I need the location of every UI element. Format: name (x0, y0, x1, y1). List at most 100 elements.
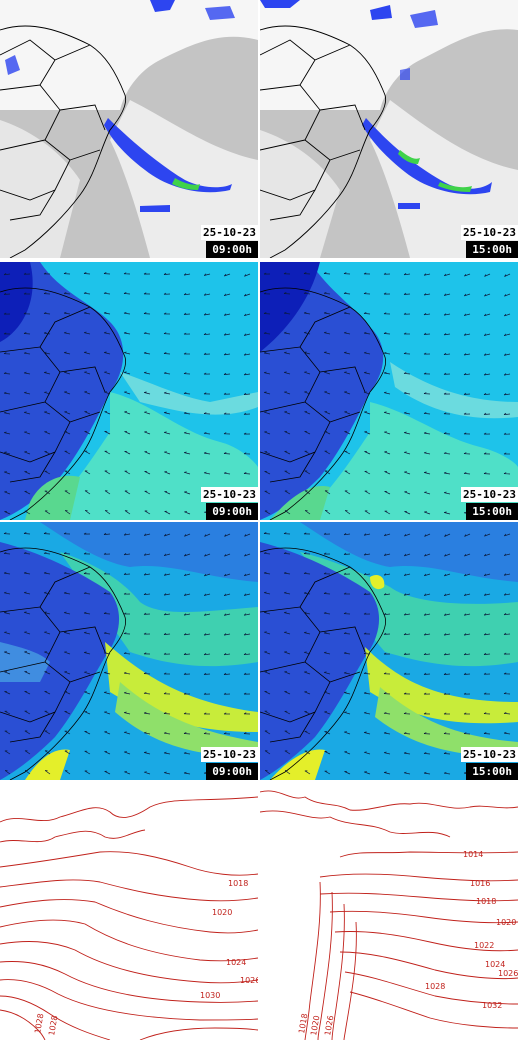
wind-upper-panel-0900: 25-10-23 09:00h (0, 522, 258, 780)
wind-arrow (24, 352, 31, 355)
wind-arrow (304, 671, 311, 675)
wind-arrow (403, 633, 411, 636)
panel-date: 25-10-23 (201, 225, 258, 240)
panel-date: 25-10-23 (461, 487, 518, 502)
wind-arrowhead (503, 652, 507, 655)
wind-arrowhead (503, 593, 507, 596)
wind-arrowhead (503, 553, 507, 556)
wind-arrow (304, 332, 311, 335)
wind-arrowhead (123, 572, 127, 575)
wind-arrowhead (203, 593, 207, 596)
wind-arrowhead (423, 412, 427, 414)
wind-arrow (424, 293, 431, 296)
wind-arrowhead (163, 751, 167, 754)
wind-arrowhead (63, 292, 67, 294)
wind-arrowhead (503, 432, 507, 435)
wind-arrowhead (503, 632, 507, 635)
wind-arrow (103, 613, 111, 615)
wind-arrow (364, 372, 371, 375)
isobar-label: 1028 (425, 982, 445, 991)
wind-arrow (24, 750, 31, 755)
wind-arrowhead (264, 411, 267, 413)
wind-arrow (23, 333, 31, 335)
wind-arrow (324, 490, 331, 495)
wind-arrow (184, 533, 191, 537)
wind-arrowhead (403, 292, 407, 295)
wind-arrow (484, 553, 491, 557)
wind-arrowhead (443, 613, 447, 616)
wind-arrow (44, 372, 51, 375)
isobar-label: 1020 (212, 908, 232, 917)
wind-arrow (384, 412, 391, 415)
wind-arrow (504, 313, 511, 317)
isobar-label: 1028 (47, 1015, 59, 1037)
wind-arrowhead (183, 672, 187, 675)
wind-arrow (124, 553, 131, 556)
wind-arrow (384, 510, 391, 515)
wind-arrow (384, 372, 391, 375)
wind-arrowhead (363, 672, 367, 674)
wind-arrow (63, 293, 71, 295)
wind-map (0, 262, 258, 520)
wind-arrowhead (403, 652, 407, 655)
wind-arrowhead (343, 292, 347, 294)
wind-arrow (484, 593, 491, 596)
wind-arrow (424, 273, 431, 276)
wind-arrow (4, 691, 11, 695)
wind-arrowhead (43, 292, 47, 294)
wind-arrowhead (163, 312, 167, 315)
wind-arrowhead (243, 633, 247, 636)
wind-arrowhead (403, 332, 407, 335)
wind-arrowhead (243, 333, 247, 336)
wind-arrowhead (403, 273, 407, 276)
wind-arrowhead (304, 331, 307, 334)
wind-arrow (444, 492, 451, 495)
wind-arrowhead (464, 293, 467, 297)
wind-arrowhead (143, 553, 147, 556)
wind-arrowhead (423, 372, 427, 375)
wind-arrow (4, 750, 11, 755)
wind-arrow (404, 772, 411, 775)
wind-arrow (384, 553, 391, 556)
wind-arrow (44, 730, 51, 735)
wind-arrowhead (364, 371, 367, 373)
wind-arrow (84, 731, 91, 735)
wind-arrow (224, 593, 231, 597)
wind-arrowhead (283, 532, 287, 535)
wind-arrow (224, 553, 231, 557)
wind-arrowhead (504, 294, 507, 297)
wind-arrowhead (303, 272, 307, 274)
wind-arrowhead (303, 591, 307, 594)
wind-arrowhead (443, 712, 447, 715)
wind-arrow (264, 651, 271, 655)
wind-arrow (64, 411, 71, 415)
wind-arrowhead (423, 431, 427, 434)
wind-arrow (304, 470, 311, 475)
wind-arrow (123, 573, 131, 575)
isobar-label: 1024 (226, 958, 246, 967)
wind-arrowhead (483, 573, 487, 576)
wind-arrow (104, 470, 111, 475)
wind-arrow (484, 353, 491, 356)
wind-arrow (184, 491, 191, 495)
wind-arrowhead (24, 391, 27, 394)
wind-arrowhead (103, 292, 107, 294)
wind-arrow (184, 293, 191, 296)
wind-arrowhead (323, 311, 327, 314)
wind-arrow (204, 553, 211, 557)
wind-arrowhead (464, 273, 467, 277)
wind-arrowhead (483, 712, 487, 715)
wind-arrowhead (343, 592, 347, 595)
wind-arrow (224, 533, 231, 537)
wind-arrow (124, 692, 131, 695)
wind-arrow (284, 490, 291, 495)
wind-arrow (344, 371, 351, 375)
wind-arrowhead (3, 312, 7, 315)
wind-arrow (403, 653, 411, 655)
wind-arrowhead (223, 653, 227, 656)
wind-arrowhead (484, 293, 487, 297)
wind-arrow (344, 533, 351, 536)
wind-arrow (324, 312, 331, 315)
wind-arrow (4, 572, 11, 575)
wind-arrow (424, 613, 431, 616)
